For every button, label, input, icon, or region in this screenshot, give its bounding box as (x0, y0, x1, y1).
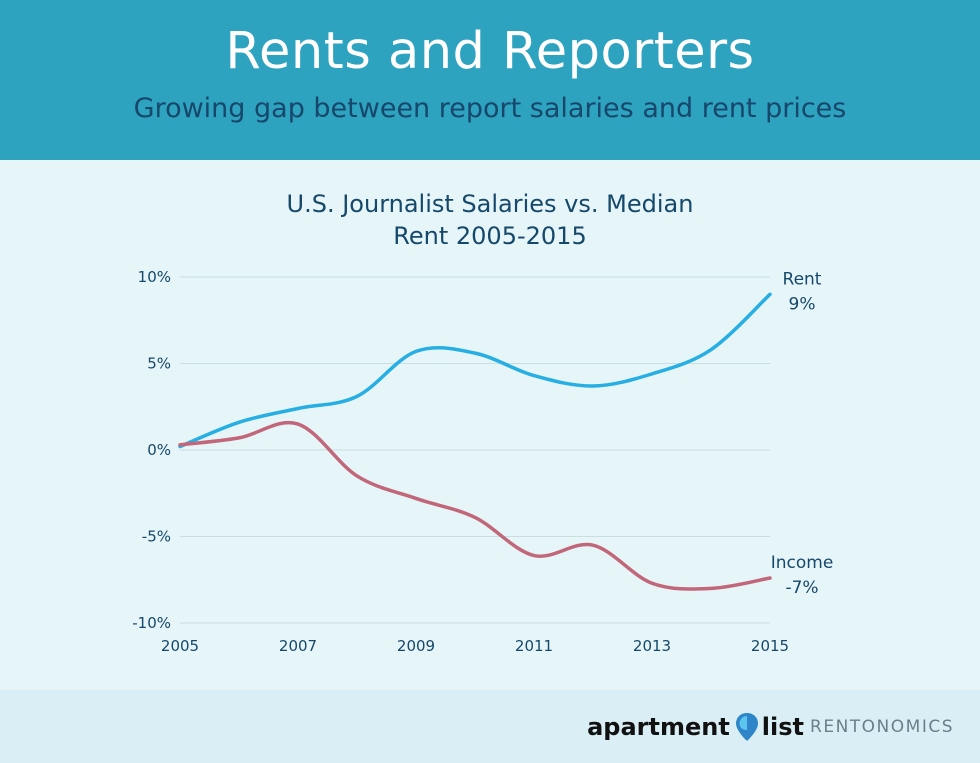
series-line-rent (178, 292, 772, 449)
brand-name-part-2: list (761, 713, 805, 741)
brand-tagline: RENTONOMICS (810, 717, 954, 737)
location-pin-icon (735, 713, 758, 741)
brand-name-part-1: apartment (587, 713, 730, 741)
chart-title-line-1: U.S. Journalist Salaries vs. Median (286, 190, 694, 218)
series-label-name: Income (771, 553, 834, 573)
page-title: Rents and Reporters (225, 22, 755, 81)
page-subtitle: Growing gap between report salaries and … (133, 93, 847, 124)
series-line-income (178, 420, 772, 591)
x-tick-label: 2011 (515, 637, 553, 655)
footer: apartment list RENTONOMICS (0, 690, 980, 763)
line-chart: 10% 5% 0% -5% -10% 2005 2007 2009 2011 2013 2015 Re… (132, 268, 834, 655)
x-tick-label: 2009 (397, 637, 435, 655)
series-label-name: Rent (783, 269, 822, 289)
y-tick-label: 0% (147, 441, 171, 459)
brand-logo: apartment list RENTONOMICS (587, 712, 954, 742)
chart-area: U.S. Journalist Salaries vs. Median Rent… (0, 160, 980, 690)
x-tick-label: 2005 (161, 637, 199, 655)
series-label-value: -7% (785, 578, 818, 598)
y-tick-label: -5% (142, 528, 171, 546)
chart-title: U.S. Journalist Salaries vs. Median Rent… (200, 188, 780, 252)
chart-title-line-2: Rent 2005-2015 (393, 222, 587, 250)
y-tick-label: 10% (138, 268, 171, 286)
x-tick-label: 2013 (633, 637, 671, 655)
y-tick-label: 5% (147, 355, 171, 373)
x-tick-label: 2007 (279, 637, 317, 655)
x-tick-label: 2015 (751, 637, 789, 655)
header-banner: Rents and Reporters Growing gap between … (0, 0, 980, 160)
y-tick-label: -10% (132, 614, 171, 632)
series-label-value: 9% (789, 294, 816, 314)
